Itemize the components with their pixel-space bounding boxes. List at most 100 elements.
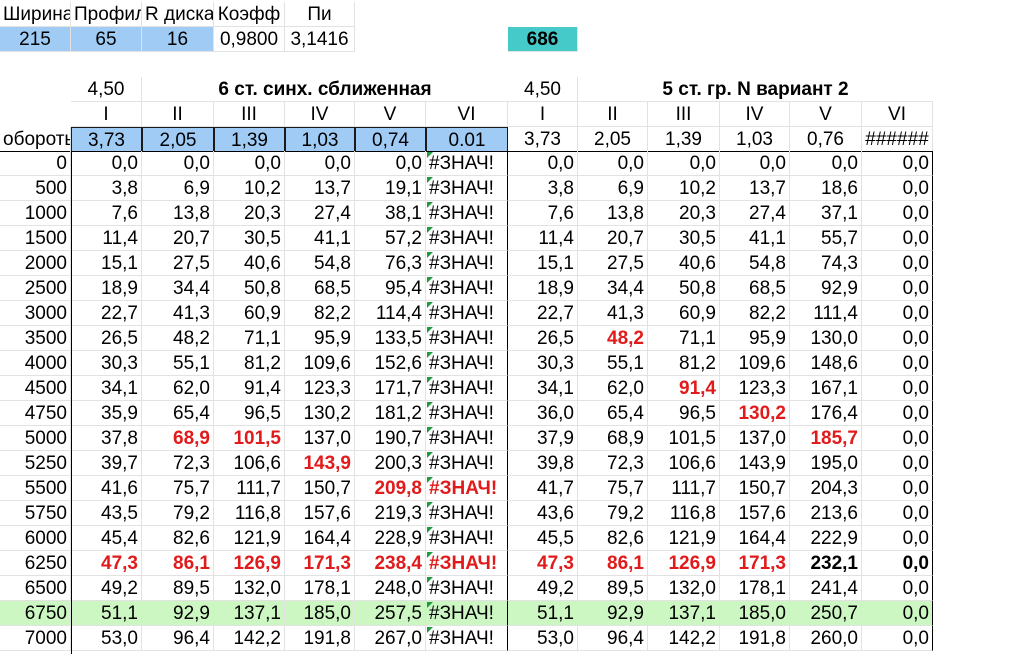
left-speed-cell[interactable]: 181,2 xyxy=(355,401,426,426)
right-speed-cell[interactable]: 49,2 xyxy=(508,576,578,601)
right-speed-cell[interactable]: 241,4 xyxy=(790,576,862,601)
left-speed-cell[interactable]: 111,7 xyxy=(214,476,285,501)
rpm-cell[interactable]: 6000 xyxy=(0,526,71,551)
left-speed-cell[interactable]: 81,2 xyxy=(214,351,285,376)
left-speed-cell[interactable]: 219,3 xyxy=(355,501,426,526)
left-speed-cell[interactable]: #ЗНАЧ! xyxy=(426,351,508,376)
left-speed-cell[interactable]: 0,0 xyxy=(142,151,214,176)
left-speed-cell[interactable]: 47,3 xyxy=(71,551,142,576)
right-gear-ratio[interactable]: 2,05 xyxy=(578,127,648,152)
right-speed-cell[interactable]: 47,3 xyxy=(508,551,578,576)
right-speed-cell[interactable]: 96,4 xyxy=(578,626,648,651)
left-speed-cell[interactable]: #ЗНАЧ! xyxy=(426,476,508,501)
right-speed-cell[interactable]: 164,4 xyxy=(720,526,790,551)
right-speed-cell[interactable]: 0,0 xyxy=(862,501,933,526)
left-gear-ratio[interactable]: 3,73 xyxy=(71,127,142,152)
left-speed-cell[interactable]: 60,9 xyxy=(214,301,285,326)
right-speed-cell[interactable]: 0,0 xyxy=(862,351,933,376)
left-speed-cell[interactable]: #ЗНАЧ! xyxy=(426,176,508,201)
value-coefficient[interactable]: 0,9800 xyxy=(214,27,285,52)
right-speed-cell[interactable]: 130,0 xyxy=(790,326,862,351)
right-speed-cell[interactable]: 250,7 xyxy=(790,601,862,626)
left-gear-ratio[interactable]: 1,39 xyxy=(214,127,285,152)
rpm-cell[interactable]: 6750 xyxy=(0,601,71,626)
left-speed-cell[interactable]: 71,1 xyxy=(214,326,285,351)
left-speed-cell[interactable]: 238,4 xyxy=(355,551,426,576)
right-speed-cell[interactable]: 111,4 xyxy=(790,301,862,326)
left-speed-cell[interactable]: 191,8 xyxy=(285,626,355,651)
left-speed-cell[interactable]: 62,0 xyxy=(142,376,214,401)
right-gear-header[interactable]: VI xyxy=(862,102,933,127)
right-speed-cell[interactable]: 0,0 xyxy=(862,626,933,651)
left-speed-cell[interactable]: 96,4 xyxy=(142,626,214,651)
left-speed-cell[interactable]: 20,7 xyxy=(142,226,214,251)
right-speed-cell[interactable]: 137,1 xyxy=(648,601,720,626)
right-speed-cell[interactable]: 10,2 xyxy=(648,176,720,201)
left-speed-cell[interactable]: #ЗНАЧ! xyxy=(426,626,508,651)
value-disk-radius[interactable]: 16 xyxy=(142,27,214,52)
left-gear-header[interactable]: IV xyxy=(285,102,355,127)
right-speed-cell[interactable]: 106,6 xyxy=(648,451,720,476)
rpm-cell[interactable]: 500 xyxy=(0,176,71,201)
right-speed-cell[interactable]: 37,1 xyxy=(790,201,862,226)
rpm-cell[interactable]: 2500 xyxy=(0,276,71,301)
left-main-ratio[interactable]: 4,50 xyxy=(71,77,142,102)
left-gear-header[interactable]: V xyxy=(355,102,426,127)
left-speed-cell[interactable]: 11,4 xyxy=(71,226,142,251)
right-speed-cell[interactable]: 121,9 xyxy=(648,526,720,551)
left-speed-cell[interactable]: 76,3 xyxy=(355,251,426,276)
right-speed-cell[interactable]: 82,6 xyxy=(578,526,648,551)
right-speed-cell[interactable]: 0,0 xyxy=(862,401,933,426)
left-speed-cell[interactable]: 200,3 xyxy=(355,451,426,476)
left-speed-cell[interactable]: 0,0 xyxy=(214,151,285,176)
right-speed-cell[interactable]: 213,6 xyxy=(790,501,862,526)
right-speed-cell[interactable]: 0,0 xyxy=(578,151,648,176)
right-speed-cell[interactable]: 43,6 xyxy=(508,501,578,526)
left-speed-cell[interactable]: 50,8 xyxy=(214,276,285,301)
right-speed-cell[interactable]: 0,0 xyxy=(862,226,933,251)
left-speed-cell[interactable]: 72,3 xyxy=(142,451,214,476)
header-profile[interactable]: Профиль xyxy=(71,2,142,27)
value-profile[interactable]: 65 xyxy=(71,27,142,52)
left-speed-cell[interactable]: 109,6 xyxy=(285,351,355,376)
left-speed-cell[interactable]: 10,2 xyxy=(214,176,285,201)
right-speed-cell[interactable]: 92,9 xyxy=(578,601,648,626)
left-speed-cell[interactable]: 178,1 xyxy=(285,576,355,601)
left-gear-header[interactable]: II xyxy=(142,102,214,127)
right-speed-cell[interactable]: 48,2 xyxy=(578,326,648,351)
left-speed-cell[interactable]: 142,2 xyxy=(214,626,285,651)
right-speed-cell[interactable]: 22,7 xyxy=(508,301,578,326)
left-speed-cell[interactable]: 137,1 xyxy=(214,601,285,626)
right-speed-cell[interactable]: 82,2 xyxy=(720,301,790,326)
rpm-cell[interactable]: 4500 xyxy=(0,376,71,401)
left-speed-cell[interactable]: 152,6 xyxy=(355,351,426,376)
left-speed-cell[interactable]: 13,8 xyxy=(142,201,214,226)
left-speed-cell[interactable]: 68,9 xyxy=(142,426,214,451)
left-speed-cell[interactable]: 22,7 xyxy=(71,301,142,326)
rpm-cell[interactable]: 3000 xyxy=(0,301,71,326)
left-speed-cell[interactable]: 101,5 xyxy=(214,426,285,451)
right-speed-cell[interactable]: 0,0 xyxy=(508,151,578,176)
left-speed-cell[interactable]: 41,6 xyxy=(71,476,142,501)
left-speed-cell[interactable]: #ЗНАЧ! xyxy=(426,301,508,326)
rpm-cell[interactable]: 4750 xyxy=(0,401,71,426)
left-speed-cell[interactable]: 41,1 xyxy=(285,226,355,251)
left-speed-cell[interactable]: 13,7 xyxy=(285,176,355,201)
right-speed-cell[interactable]: 41,3 xyxy=(578,301,648,326)
right-speed-cell[interactable]: 51,1 xyxy=(508,601,578,626)
left-speed-cell[interactable]: #ЗНАЧ! xyxy=(426,276,508,301)
left-speed-cell[interactable]: 57,2 xyxy=(355,226,426,251)
right-speed-cell[interactable]: 260,0 xyxy=(790,626,862,651)
left-speed-cell[interactable]: 89,5 xyxy=(142,576,214,601)
left-speed-cell[interactable]: 95,9 xyxy=(285,326,355,351)
left-speed-cell[interactable]: 95,4 xyxy=(355,276,426,301)
right-speed-cell[interactable]: 6,9 xyxy=(578,176,648,201)
right-gear-header[interactable]: I xyxy=(508,102,578,127)
left-speed-cell[interactable]: #ЗНАЧ! xyxy=(426,401,508,426)
right-speed-cell[interactable]: 79,2 xyxy=(578,501,648,526)
right-speed-cell[interactable]: 45,5 xyxy=(508,526,578,551)
right-speed-cell[interactable]: 148,6 xyxy=(790,351,862,376)
left-speed-cell[interactable]: 190,7 xyxy=(355,426,426,451)
left-speed-cell[interactable]: 123,3 xyxy=(285,376,355,401)
right-speed-cell[interactable]: 50,8 xyxy=(648,276,720,301)
